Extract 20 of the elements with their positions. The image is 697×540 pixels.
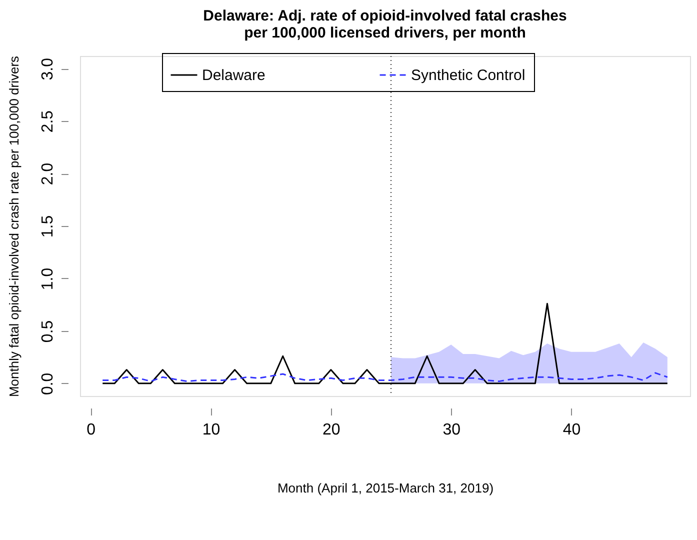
x-tick-label: 20 (322, 422, 340, 438)
y-tick-label: 3.0 (40, 58, 56, 80)
y-tick-label: 0.5 (40, 320, 56, 343)
y-tick-label: 0.0 (40, 372, 56, 396)
y-tick-label: 2.5 (40, 110, 56, 133)
y-tick-label: 2.0 (40, 162, 56, 186)
y-tick-label: 1.5 (40, 215, 56, 238)
x-tick-label: 30 (442, 422, 461, 438)
y-axis-title: Monthly fatal opioid-involved crash rate per 100,000 drivers (6, 55, 22, 398)
text: per 100,000 licensed drivers, per month (244, 24, 526, 42)
legend-label: Synthetic Control (411, 67, 526, 84)
y-tick-label: 1.0 (40, 268, 56, 290)
x-tick-label: 40 (562, 422, 581, 438)
line-series (102, 372, 668, 382)
line-series (102, 302, 668, 384)
text: Delaware: Adj. rate of opioid-involved fatal crashes (203, 8, 567, 24)
legend-label: Delaware (202, 67, 266, 84)
x-tick-label: 10 (202, 422, 220, 438)
x-tick-label: 0 (86, 422, 96, 438)
x-axis-title: Month (April 1, 2015-March 31, 2019) (277, 480, 494, 496)
